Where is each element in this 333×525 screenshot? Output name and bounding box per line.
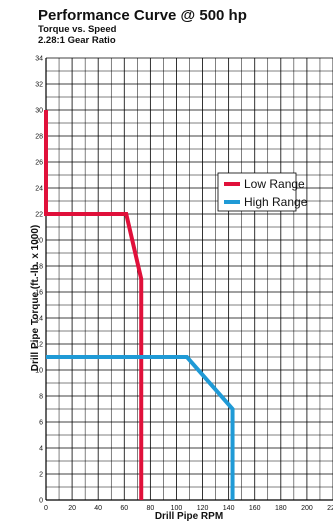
y-tick-label: 32 <box>35 82 43 89</box>
y-tick-label: 14 <box>35 316 43 323</box>
legend: Low Range High Range <box>217 172 308 212</box>
y-tick-label: 34 <box>35 56 43 63</box>
x-tick-label: 120 <box>197 505 209 512</box>
x-tick-label: 40 <box>94 505 102 512</box>
y-tick-label: 4 <box>39 446 43 453</box>
y-tick-label: 12 <box>35 342 43 349</box>
x-tick-label: 180 <box>275 505 287 512</box>
y-tick-label: 0 <box>39 498 43 505</box>
y-tick-label: 20 <box>35 238 43 245</box>
x-tick-label: 20 <box>68 505 76 512</box>
x-tick-label: 140 <box>223 505 235 512</box>
y-tick-label: 2 <box>39 472 43 479</box>
y-axis-label: Drill Pipe Torque (ft.-lb. x 1000) <box>30 225 41 372</box>
x-tick-label: 160 <box>249 505 261 512</box>
y-tick-label: 30 <box>35 108 43 115</box>
x-axis-label: Drill Pipe RPM <box>155 511 223 522</box>
x-tick-label: 220 <box>327 505 333 512</box>
x-tick-label: 80 <box>146 505 154 512</box>
minor-grid <box>46 58 333 500</box>
series-layer <box>44 110 235 500</box>
y-tick-label: 28 <box>35 134 43 141</box>
x-tick-labels: 0 20 40 60 80 100 120 140 160 180 200 220 <box>44 505 333 512</box>
y-tick-label: 22 <box>35 212 43 219</box>
legend-label-low-range: Low Range <box>244 177 305 191</box>
x-tick-label: 0 <box>44 505 48 512</box>
chart-title: Performance Curve @ 500 hp <box>38 7 247 24</box>
y-tick-label: 6 <box>39 420 43 427</box>
x-tick-label: 60 <box>120 505 128 512</box>
x-tick-label: 100 <box>171 505 183 512</box>
low-range-series-line <box>44 110 144 500</box>
high-range-series-line <box>46 355 235 500</box>
chart-background <box>34 52 333 519</box>
chart-subtitle: Torque vs. Speed <box>38 24 117 35</box>
y-tick-label: 26 <box>35 160 43 167</box>
chart-subtitle-gear-ratio: 2.28:1 Gear Ratio <box>38 35 116 46</box>
legend-box <box>217 172 297 212</box>
y-tick-label: 24 <box>35 186 43 193</box>
y-tick-label: 18 <box>35 264 43 271</box>
x-tick-label: 200 <box>301 505 313 512</box>
y-tick-label: 10 <box>35 368 43 375</box>
y-tick-label: 16 <box>35 290 43 297</box>
legend-label-high-range: High Range <box>244 195 308 209</box>
y-tick-label: 8 <box>39 394 43 401</box>
